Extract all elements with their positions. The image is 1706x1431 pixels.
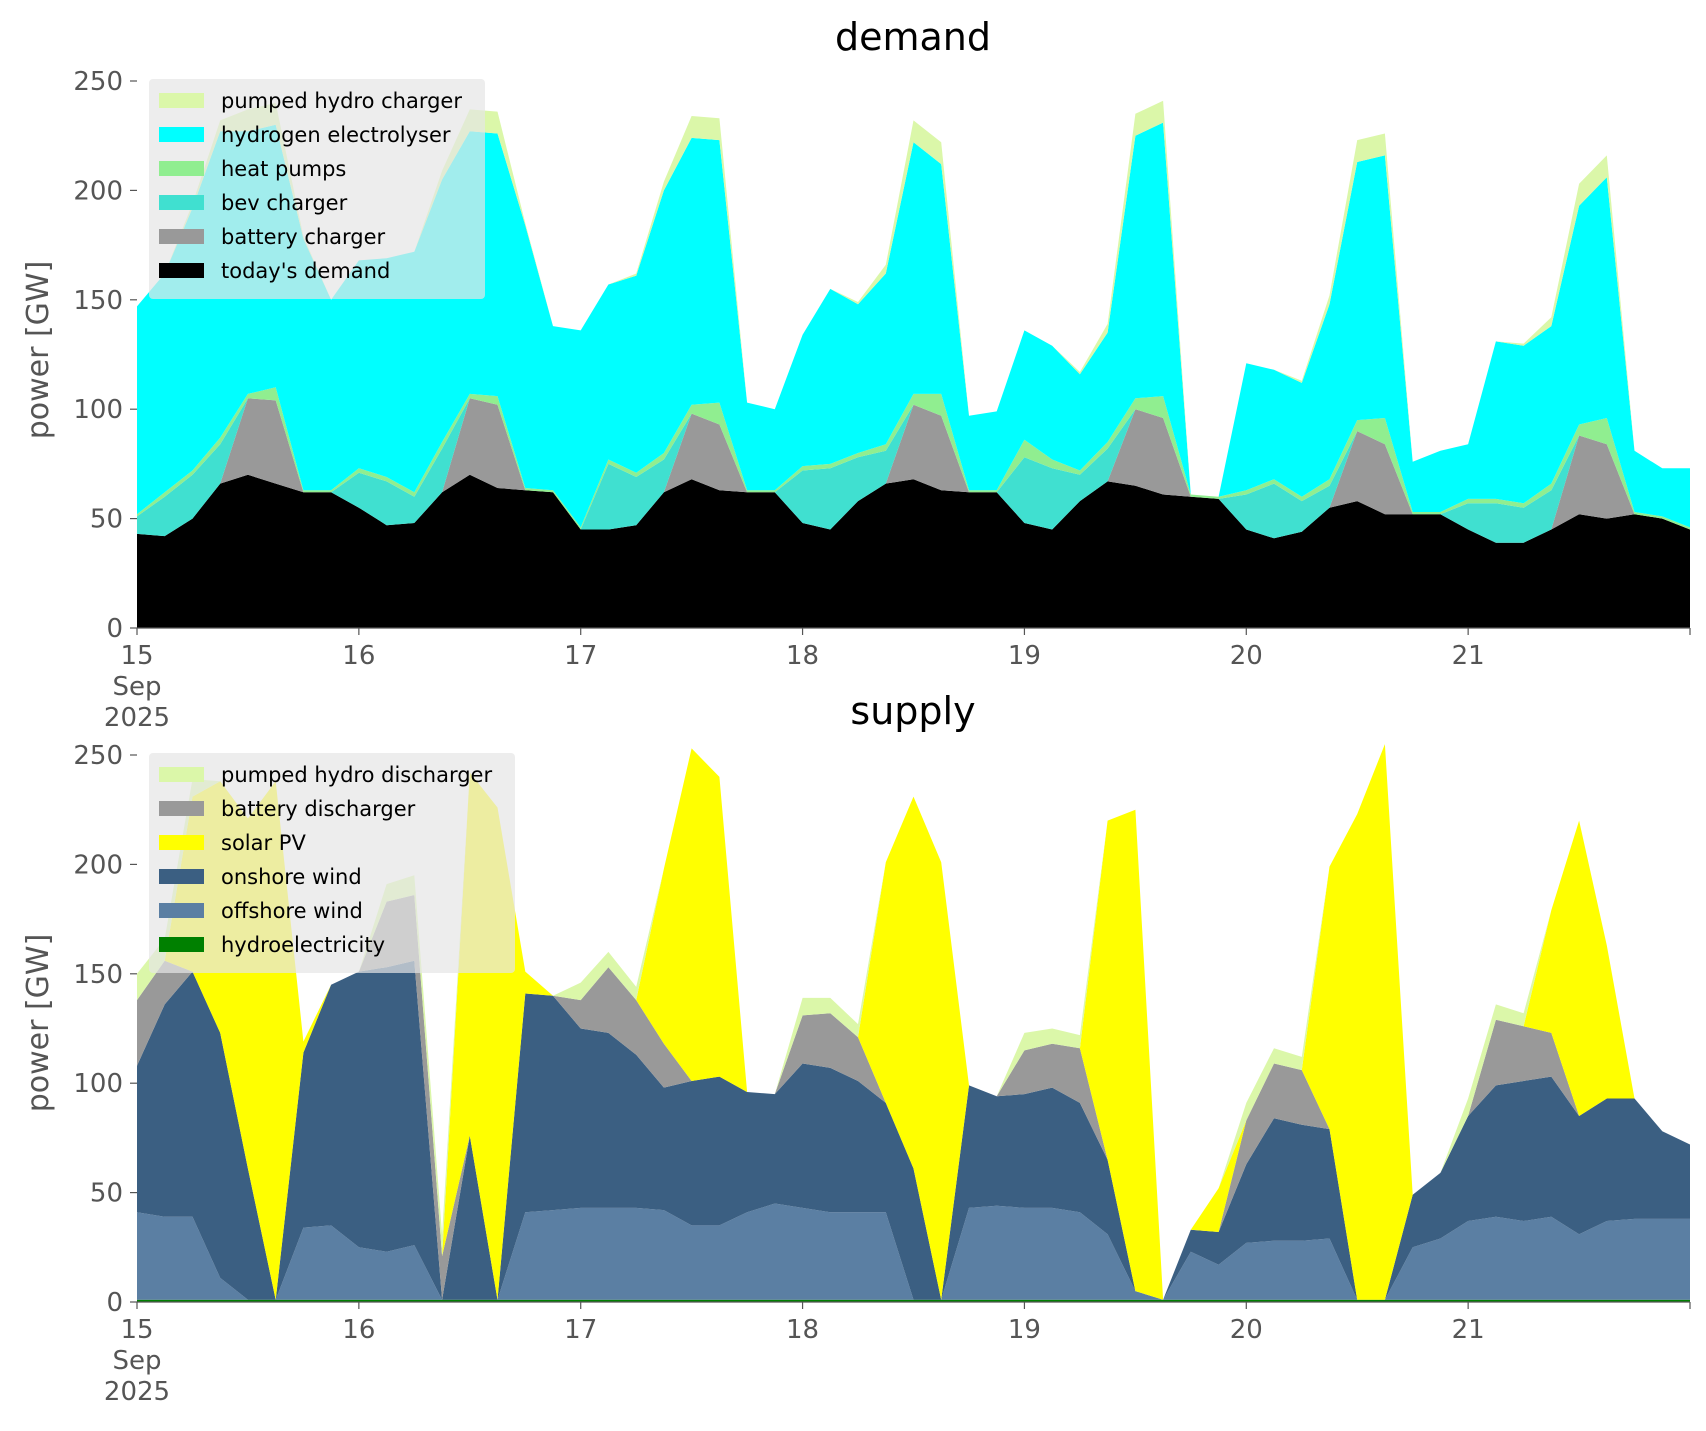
demand-legend-label-today-s-demand: today's demand [221, 259, 390, 283]
supply-y-tick-label: 50 [90, 1179, 123, 1209]
demand-legend: pumped hydro charger hydrogen electrolyse… [149, 79, 485, 299]
supply-y-tick-label: 250 [73, 741, 123, 771]
demand-legend-box [149, 79, 485, 299]
demand-x-tick-label: 20 [1230, 641, 1263, 671]
supply-legend: pumped hydro discharger battery discharge… [149, 753, 515, 973]
demand-panel: demand power [GW] 05010015020025015Sep20… [21, 15, 1691, 733]
supply-legend-swatch-offshore-wind [159, 903, 204, 918]
demand-legend-swatch-today-s-demand [159, 263, 204, 278]
supply-x-tick-label: 20 [1230, 1315, 1263, 1345]
supply-legend-swatch-solar-pv [159, 835, 204, 850]
demand-x-tick-label: 17 [564, 641, 597, 671]
supply-legend-swatch-battery-discharger [159, 801, 204, 816]
demand-legend-swatch-bev-charger [159, 195, 204, 210]
demand-y-tick-label: 250 [73, 67, 123, 97]
demand-area-layers [137, 100, 1690, 628]
supply-y-axis-label: power [GW] [21, 934, 56, 1113]
supply-panel: supply power [GW] 05010015020025015Sep20… [21, 689, 1691, 1407]
demand-area-hydrogen-electrolyser [137, 122, 1690, 528]
supply-legend-swatch-onshore-wind [159, 869, 204, 884]
supply-legend-label-offshore-wind: offshore wind [221, 899, 363, 923]
supply-x-tick-label: 19 [1008, 1315, 1041, 1345]
supply-legend-label-battery-discharger: battery discharger [221, 797, 416, 821]
demand-chart-title: demand [835, 15, 991, 59]
supply-y-tick-label: 200 [73, 850, 123, 880]
demand-x-tick-label: 2025 [104, 703, 170, 733]
supply-legend-label-solar-pv: solar PV [221, 831, 306, 855]
demand-area-bev-charger [137, 398, 1690, 543]
demand-x-tick-label: 15 [120, 641, 153, 671]
demand-x-tick-label: Sep [112, 672, 161, 702]
supply-legend-swatch-hydroelectricity [159, 937, 204, 952]
demand-y-axis-label: power [GW] [21, 261, 56, 440]
demand-area-today-s-demand [137, 474, 1690, 628]
supply-y-tick-label: 100 [73, 1069, 123, 1099]
demand-legend-label-pumped-hydro-charger: pumped hydro charger [221, 89, 462, 113]
supply-legend-label-hydroelectricity: hydroelectricity [221, 933, 385, 957]
demand-x-tick-label: 16 [342, 641, 375, 671]
demand-y-tick-label: 0 [106, 614, 123, 644]
supply-x-tick-label: 21 [1452, 1315, 1485, 1345]
supply-chart-title: supply [850, 689, 975, 733]
supply-legend-label-onshore-wind: onshore wind [221, 865, 362, 889]
supply-legend-label-pumped-hydro-discharger: pumped hydro discharger [221, 763, 492, 787]
supply-x-tick-label: Sep [112, 1346, 161, 1376]
demand-legend-label-hydrogen-electrolyser: hydrogen electrolyser [221, 123, 451, 147]
demand-legend-label-battery-charger: battery charger [221, 225, 386, 249]
supply-x-tick-label: 15 [120, 1315, 153, 1345]
demand-legend-swatch-heat-pumps [159, 161, 204, 176]
supply-legend-box [149, 753, 515, 973]
demand-x-tick-label: 21 [1452, 641, 1485, 671]
demand-legend-label-heat-pumps: heat pumps [221, 157, 346, 181]
supply-area-solar-pv [137, 744, 1690, 1300]
supply-x-tick-label: 2025 [104, 1377, 170, 1407]
demand-y-tick-label: 100 [73, 395, 123, 425]
supply-x-tick-label: 18 [786, 1315, 819, 1345]
demand-y-tick-label: 200 [73, 176, 123, 206]
supply-legend-swatch-pumped-hydro-discharger [159, 767, 204, 782]
supply-y-tick-label: 0 [106, 1288, 123, 1318]
demand-x-tick-label: 18 [786, 641, 819, 671]
supply-y-tick-label: 150 [73, 960, 123, 990]
demand-legend-swatch-battery-charger [159, 229, 204, 244]
demand-area-battery-charger [137, 398, 1690, 543]
supply-area-onshore-wind [137, 960, 1690, 1300]
demand-legend-swatch-hydrogen-electrolyser [159, 127, 204, 142]
demand-x-tick-label: 19 [1008, 641, 1041, 671]
demand-legend-swatch-pumped-hydro-charger [159, 93, 204, 108]
demand-legend-label-bev-charger: bev charger [221, 191, 348, 215]
supply-x-tick-label: 17 [564, 1315, 597, 1345]
demand-y-tick-label: 150 [73, 286, 123, 316]
demand-y-tick-label: 50 [90, 505, 123, 535]
supply-x-tick-label: 16 [342, 1315, 375, 1345]
supply-area-offshore-wind [137, 1203, 1690, 1300]
